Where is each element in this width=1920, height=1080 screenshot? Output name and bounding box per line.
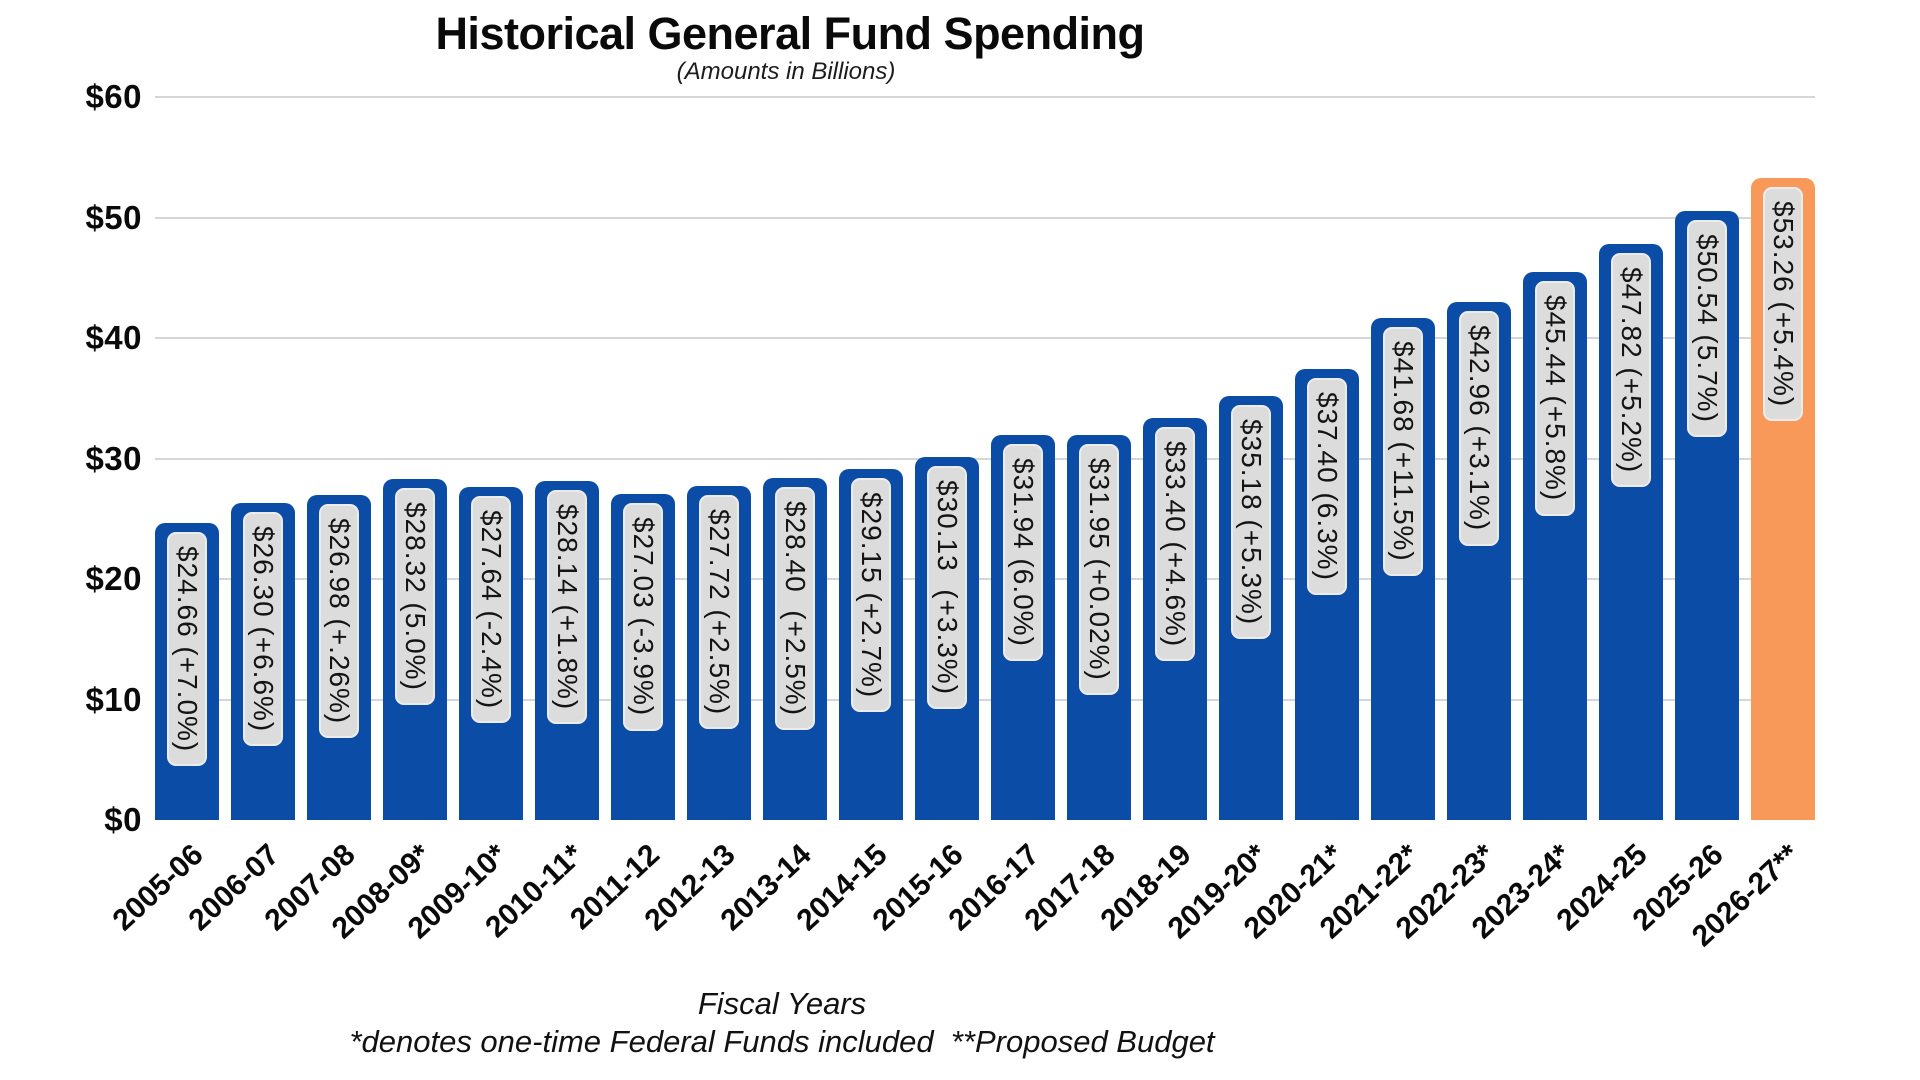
bar: $27.03 (-3.9%) xyxy=(611,494,675,820)
bar-value-label: $37.40 (6.3%) xyxy=(1307,378,1347,596)
chart-title: Historical General Fund Spending xyxy=(435,8,1145,59)
bar-value-label: $28.32 (5.0%) xyxy=(395,487,435,705)
gridline xyxy=(155,337,1815,339)
bar: $27.72 (+2.5%) xyxy=(687,485,751,820)
y-tick-label: $10 xyxy=(85,680,142,718)
bar-value-label: $26.98 (+.26%) xyxy=(319,503,359,739)
bar: $29.15 (+2.7%) xyxy=(839,468,903,820)
bar: $26.98 (+.26%) xyxy=(307,494,371,820)
bar: $45.44 (+5.8%) xyxy=(1523,272,1587,820)
gridline xyxy=(155,457,1815,460)
gridline xyxy=(155,216,1815,219)
plot-area: $24.66 (+7.0%) $26.30 (+6.6%) $26.98 (+.26… xyxy=(155,96,1815,820)
y-tick-label: $30 xyxy=(85,439,142,477)
chart-subtitle: (Amounts in Billions) xyxy=(676,58,896,85)
bar-value-label: $45.44 (+5.8%) xyxy=(1535,281,1575,516)
bar: $41.68 (+11.5%) xyxy=(1371,317,1435,820)
chart-title-wrap: Historical General Fund Spending xyxy=(0,8,1580,60)
bar: $31.95 (+0.02%) xyxy=(1067,435,1131,820)
bar: $50.54 (5.7%) xyxy=(1675,211,1739,820)
bar: $28.40 (+2.5%) xyxy=(763,477,827,820)
bar: $27.64 (-2.4%) xyxy=(459,486,523,820)
bar-value-label: $28.40 (+2.5%) xyxy=(775,486,815,730)
bar-value-label: $33.40 (+4.6%) xyxy=(1155,426,1195,661)
bar-value-label: $24.66 (+7.0%) xyxy=(167,531,207,767)
bar-value-label: $41.68 (+11.5%) xyxy=(1383,326,1423,576)
y-tick-label: $60 xyxy=(85,78,142,115)
bar-value-label: $50.54 (5.7%) xyxy=(1687,220,1727,437)
bar: $24.66 (+7.0%) xyxy=(155,522,219,820)
gridline xyxy=(155,578,1815,580)
y-tick-label: $50 xyxy=(85,198,142,236)
bar: $47.82 (+5.2%) xyxy=(1599,243,1663,820)
bar: $28.32 (5.0%) xyxy=(383,478,447,820)
bar-value-label: $29.15 (+2.7%) xyxy=(851,477,891,712)
bar: $35.18 (+5.3%) xyxy=(1219,396,1283,820)
bar-value-label: $42.96 (+3.1%) xyxy=(1459,311,1499,546)
y-tick-label: $40 xyxy=(85,319,142,356)
bar-value-label: $27.64 (-2.4%) xyxy=(471,495,511,724)
bar: $30.13 (+3.3%) xyxy=(915,456,979,820)
bar: $31.94 (6.0%) xyxy=(991,435,1055,820)
bar: $26.30 (+6.6%) xyxy=(231,503,295,820)
chart-subtitle-wrap: (Amounts in Billions) xyxy=(0,58,1572,86)
bar-value-label: $31.94 (6.0%) xyxy=(1003,444,1043,662)
bar-value-label: $47.82 (+5.2%) xyxy=(1611,252,1651,488)
bar-value-label: $30.13 (+3.3%) xyxy=(927,465,967,709)
y-tick-label: $20 xyxy=(85,560,142,597)
bar-value-label: $35.18 (+5.3%) xyxy=(1231,405,1271,640)
x-axis-title-wrap: Fiscal Years xyxy=(0,986,1564,1022)
bar: $53.26 (+5.4%) xyxy=(1751,178,1815,820)
footnote-wrap: *denotes one-time Federal Funds included… xyxy=(0,1024,1564,1060)
y-tick-label: $0 xyxy=(104,801,142,838)
gridline xyxy=(155,96,1815,98)
bar: $37.40 (6.3%) xyxy=(1295,369,1359,820)
bar-value-label: $26.30 (+6.6%) xyxy=(243,512,283,747)
y-axis: $0 $10 $20 $30 $40 $50 $60 xyxy=(0,80,142,837)
footnote: *denotes one-time Federal Funds included… xyxy=(349,1024,1215,1059)
bar-value-label: $28.14 (+1.8%) xyxy=(547,489,587,725)
bar-value-label: $27.72 (+2.5%) xyxy=(699,494,739,730)
x-axis-title: Fiscal Years xyxy=(697,986,867,1021)
x-axis: 2005-06 2006-07 2007-08 2008-09* 2009-10* 201… xyxy=(106,822,1815,997)
bar-value-label: $27.03 (-3.9%) xyxy=(623,503,663,731)
bar: $42.96 (+3.1%) xyxy=(1447,302,1511,820)
bar: $33.40 (+4.6%) xyxy=(1143,417,1207,820)
gridline xyxy=(155,698,1815,701)
bar: $28.14 (+1.8%) xyxy=(535,480,599,820)
bar-value-label: $31.95 (+0.02%) xyxy=(1079,444,1119,695)
bar-value-label: $53.26 (+5.4%) xyxy=(1763,187,1803,422)
